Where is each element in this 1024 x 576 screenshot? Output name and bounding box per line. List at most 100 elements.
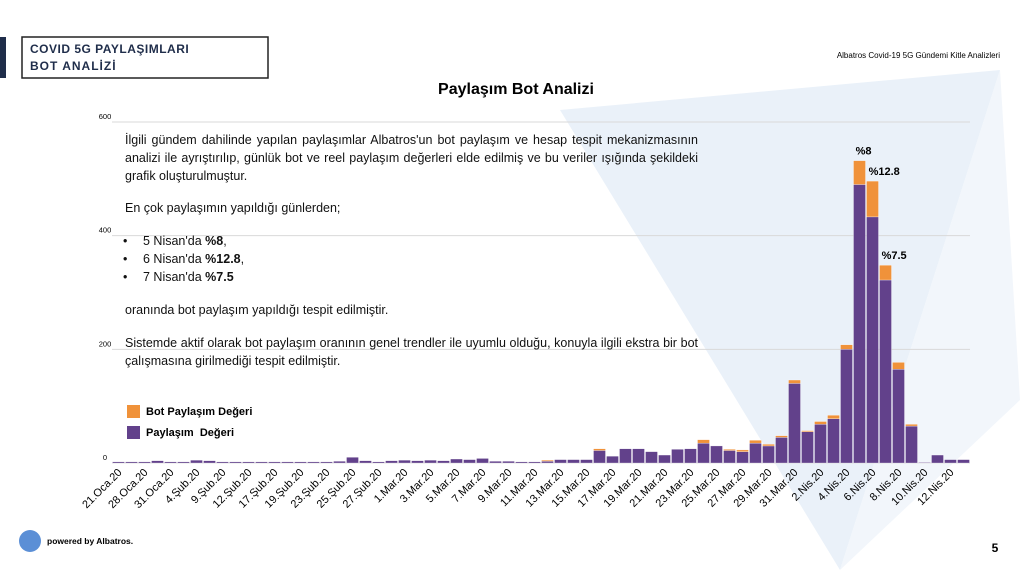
bar-segment xyxy=(801,431,814,464)
bar-segment xyxy=(788,379,801,384)
bullet-list: 5 Nisan'da %8,6 Nisan'da %12.8,7 Nisan'd… xyxy=(123,232,698,286)
bar-segment xyxy=(437,460,450,464)
header-title: COVID 5G PAYLAŞIMLARI xyxy=(30,42,189,56)
bar-segment xyxy=(203,460,216,464)
bar-segment xyxy=(489,461,502,464)
bar-segment xyxy=(528,461,541,464)
bar-segment xyxy=(905,425,918,464)
bar-segment xyxy=(671,449,684,464)
bar-segment xyxy=(151,460,164,464)
bar-segment xyxy=(333,461,346,464)
bar-segment xyxy=(593,450,606,464)
bar-segment xyxy=(450,458,463,464)
bar-segment xyxy=(866,216,879,464)
bar-segment xyxy=(905,424,918,427)
legend-swatch xyxy=(127,426,140,439)
bar-segment xyxy=(554,459,567,464)
page-number: 5 xyxy=(992,541,999,555)
paragraph: oranında bot paylaşım yapıldığı tespit e… xyxy=(125,303,389,317)
logo xyxy=(19,530,41,552)
bar-segment xyxy=(840,344,853,350)
bar-segment xyxy=(944,459,957,464)
bar-segment xyxy=(372,461,385,464)
paragraph: Sistemde aktif olarak bot paylaşım oranı… xyxy=(125,336,698,368)
header-box xyxy=(21,36,269,79)
bar-segment xyxy=(138,461,151,464)
bar-segment xyxy=(762,444,775,447)
bar-segment xyxy=(684,448,697,464)
bar-segment xyxy=(346,457,359,464)
paragraph: En çok paylaşımın yapıldığı günlerden; xyxy=(125,201,341,215)
bar-segment xyxy=(853,160,866,185)
bar-segment xyxy=(788,383,801,464)
bar-segment xyxy=(398,460,411,464)
bar-segment xyxy=(281,461,294,464)
bar-segment xyxy=(645,451,658,464)
bar-segment xyxy=(827,415,840,419)
bar-segment xyxy=(580,459,593,464)
bar-segment xyxy=(814,424,827,464)
bar-segment xyxy=(320,461,333,464)
bar-segment xyxy=(957,459,970,464)
bar-segment xyxy=(723,450,736,464)
bar-segment xyxy=(229,461,242,464)
bullet: 5 Nisan'da %8, xyxy=(123,232,698,250)
bar-segment xyxy=(814,421,827,425)
bar-segment xyxy=(879,279,892,464)
bar-segment xyxy=(658,454,671,464)
bar-segment xyxy=(710,445,723,464)
bar-segment xyxy=(112,461,125,464)
bar-segment xyxy=(541,460,554,462)
bar-segment xyxy=(697,439,710,444)
bar-segment xyxy=(632,448,645,464)
bar-segment xyxy=(892,369,905,464)
bullet-text: 5 Nisan'da xyxy=(143,234,202,248)
bar-segment xyxy=(307,461,320,464)
y-tick-label: 200 xyxy=(99,339,112,348)
header-subtitle: BOT ANALİZİ xyxy=(30,58,117,73)
bar-segment xyxy=(242,461,255,464)
bar-segment xyxy=(853,184,866,464)
bullet-text: 6 Nisan'da xyxy=(143,252,202,266)
bar-segment xyxy=(918,462,931,464)
bullet-suffix: , xyxy=(223,234,227,248)
bar-segment xyxy=(801,430,814,432)
bar-segment xyxy=(294,461,307,464)
bar-segment xyxy=(567,459,580,464)
bar-segment xyxy=(749,440,762,444)
bullet: 6 Nisan'da %12.8, xyxy=(123,250,698,268)
bar-segment xyxy=(541,461,554,464)
paragraph: İlgili gündem dahilinde yapılan paylaşım… xyxy=(125,133,698,183)
annotation: %8 xyxy=(856,146,872,158)
bullet-value: %7.5 xyxy=(205,270,234,284)
bar-segment xyxy=(866,180,879,218)
bar-segment xyxy=(879,265,892,281)
bar-segment xyxy=(697,442,710,464)
bar-segment xyxy=(177,461,190,464)
header-accent xyxy=(0,37,6,78)
bullet-value: %12.8 xyxy=(205,252,241,266)
bar-segment xyxy=(463,459,476,464)
annotation: %12.8 xyxy=(869,166,900,178)
y-tick-label: 0 xyxy=(103,453,107,462)
annotation: %7.5 xyxy=(882,250,907,262)
y-tick-label: 600 xyxy=(99,112,112,121)
legend-swatch xyxy=(127,405,140,418)
chart-title: Paylaşım Bot Analizi xyxy=(438,81,594,98)
bullet-value: %8 xyxy=(205,234,224,248)
bar-segment xyxy=(216,461,229,464)
bar-segment xyxy=(255,461,268,464)
bar-segment xyxy=(892,362,905,370)
bar-segment xyxy=(164,461,177,464)
bar-segment xyxy=(359,460,372,464)
bar-segment xyxy=(827,418,840,464)
bar-segment xyxy=(775,435,788,438)
bar-segment xyxy=(736,449,749,452)
bar-segment xyxy=(424,460,437,464)
decor xyxy=(560,70,1000,570)
bar-segment xyxy=(775,437,788,464)
bar-segment xyxy=(619,448,632,464)
bullet-suffix: , xyxy=(240,252,245,266)
bar-segment xyxy=(411,460,424,464)
